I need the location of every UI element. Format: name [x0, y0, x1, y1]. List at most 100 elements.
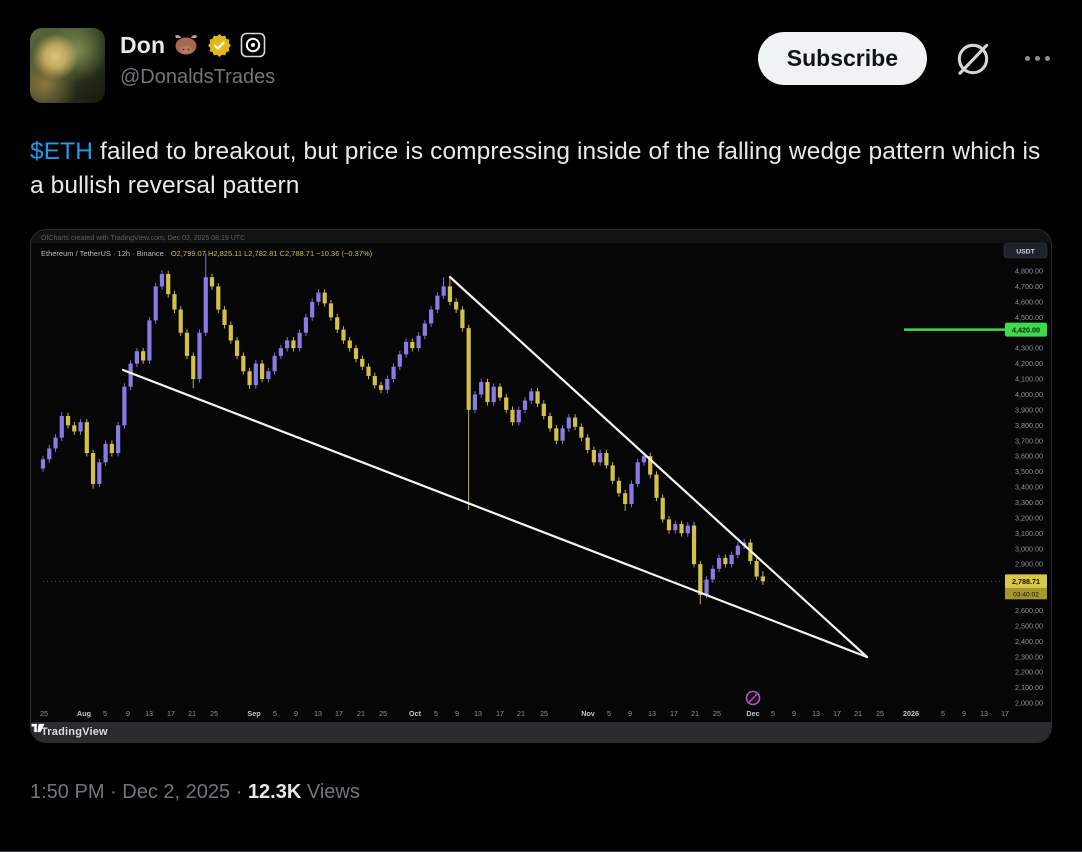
bull-emoji [173, 34, 199, 56]
author-name[interactable]: Don [120, 31, 166, 58]
views-label: Views [306, 781, 360, 803]
chart-watermark: OfCharts created with TradingView.com, D… [41, 235, 245, 242]
svg-text:4,300.00: 4,300.00 [1015, 344, 1043, 353]
svg-text:4,200.00: 4,200.00 [1015, 359, 1043, 368]
svg-text:9: 9 [126, 709, 130, 718]
svg-text:4,800.00: 4,800.00 [1015, 267, 1043, 276]
svg-text:3,000.00: 3,000.00 [1015, 544, 1043, 553]
svg-text:2,400.00: 2,400.00 [1015, 637, 1043, 646]
svg-text:21: 21 [691, 709, 699, 718]
cashtag-link[interactable]: $ETH [30, 138, 94, 165]
tradingview-label: TradingView [41, 726, 108, 738]
svg-text:5: 5 [434, 709, 438, 718]
avatar[interactable] [30, 28, 105, 103]
author-name-row: Don [120, 28, 758, 62]
svg-text:2,500.00: 2,500.00 [1015, 621, 1043, 630]
tweet-body: failed to breakout, but price is compres… [30, 138, 1041, 199]
svg-text:2,000.00: 2,000.00 [1015, 699, 1043, 708]
svg-text:17: 17 [167, 709, 175, 718]
svg-text:17: 17 [670, 709, 678, 718]
chart-layer: 2,000.00 2,100.00 2,200.00 2,300.00 2,400.00… [40, 242, 1048, 718]
chart-symbol-line: Ethereum / TetherUS · 12h · Binance O2,79… [41, 249, 373, 258]
svg-text:17: 17 [1001, 709, 1009, 718]
chart-topbar [31, 230, 1051, 243]
separator: · [235, 781, 243, 803]
svg-text:3,800.00: 3,800.00 [1015, 421, 1043, 430]
svg-text:25: 25 [713, 709, 721, 718]
tweet-footer: 1:50 PM · Dec 2, 2025 · 12.3K Views [0, 781, 1082, 804]
svg-text:3,300.00: 3,300.00 [1015, 498, 1043, 507]
svg-text:5: 5 [941, 709, 945, 718]
svg-text:21: 21 [517, 709, 525, 718]
svg-text:21: 21 [357, 709, 365, 718]
tradingview-logo-icon [31, 723, 45, 733]
svg-text:4,000.00: 4,000.00 [1015, 390, 1043, 399]
svg-text:17: 17 [335, 709, 343, 718]
tradingview-bar: TradingView [31, 722, 1051, 742]
svg-text:3,500.00: 3,500.00 [1015, 467, 1043, 476]
separator: · [110, 781, 117, 803]
svg-text:5: 5 [273, 709, 277, 718]
svg-text:3,400.00: 3,400.00 [1015, 483, 1043, 492]
svg-text:4,600.00: 4,600.00 [1015, 297, 1043, 306]
svg-text:13: 13 [648, 709, 656, 718]
tweet-text: $ETH failed to breakout, but price is co… [0, 135, 1082, 203]
svg-text:4,500.00: 4,500.00 [1015, 313, 1043, 322]
svg-text:3,700.00: 3,700.00 [1015, 436, 1043, 445]
svg-text:13: 13 [314, 709, 322, 718]
svg-text:4,100.00: 4,100.00 [1015, 375, 1043, 384]
svg-text:13: 13 [145, 709, 153, 718]
svg-text:2,600.00: 2,600.00 [1015, 606, 1043, 615]
svg-text:25: 25 [876, 709, 884, 718]
svg-text:Aug: Aug [77, 709, 91, 718]
chart-image[interactable]: OfCharts created with TradingView.com, D… [30, 229, 1052, 743]
svg-text:2,300.00: 2,300.00 [1015, 652, 1043, 661]
grok-icon[interactable] [953, 39, 993, 79]
svg-text:21: 21 [854, 709, 862, 718]
svg-text:13: 13 [474, 709, 482, 718]
svg-text:25: 25 [379, 709, 387, 718]
svg-text:9: 9 [455, 709, 459, 718]
svg-text:13: 13 [980, 709, 988, 718]
affiliate-square-badge [240, 32, 266, 58]
svg-text:Nov: Nov [581, 709, 595, 718]
svg-text:25: 25 [40, 709, 48, 718]
gold-verified-badge [207, 33, 232, 58]
svg-text:4,700.00: 4,700.00 [1015, 282, 1043, 291]
svg-text:9: 9 [792, 709, 796, 718]
svg-text:9: 9 [962, 709, 966, 718]
header-controls: Subscribe [757, 32, 1060, 85]
svg-text:17: 17 [496, 709, 504, 718]
svg-text:5: 5 [103, 709, 107, 718]
views-count: 12.3K [247, 781, 302, 803]
svg-text:2026: 2026 [903, 709, 919, 718]
svg-text:Sep: Sep [247, 709, 261, 718]
svg-text:5: 5 [607, 709, 611, 718]
svg-text:3,900.00: 3,900.00 [1015, 405, 1043, 414]
svg-text:2,788.71: 2,788.71 [1012, 577, 1040, 586]
date[interactable]: Dec 2, 2025 [122, 781, 231, 803]
author-handle[interactable]: @DonaldsTrades [120, 66, 276, 88]
eth-chart-svg: OfCharts created with TradingView.com, D… [31, 230, 1051, 718]
svg-text:21: 21 [188, 709, 196, 718]
more-options-icon[interactable] [1019, 50, 1056, 67]
svg-text:17: 17 [833, 709, 841, 718]
subscribe-button[interactable]: Subscribe [757, 32, 927, 85]
timestamp[interactable]: 1:50 PM [30, 781, 105, 803]
svg-text:25: 25 [210, 709, 218, 718]
author-block: Don [120, 28, 758, 89]
svg-text:3,100.00: 3,100.00 [1015, 529, 1043, 538]
svg-text:9: 9 [628, 709, 632, 718]
svg-text:2,200.00: 2,200.00 [1015, 668, 1043, 677]
svg-text:4,420.00: 4,420.00 [1012, 325, 1040, 334]
svg-text:03:40:02: 03:40:02 [1013, 591, 1039, 598]
svg-text:3,200.00: 3,200.00 [1015, 513, 1043, 522]
svg-text:Oct: Oct [409, 709, 422, 718]
svg-text:USDT: USDT [1016, 249, 1035, 256]
svg-text:25: 25 [540, 709, 548, 718]
svg-text:2,100.00: 2,100.00 [1015, 683, 1043, 692]
tweet-header: Don [0, 0, 1082, 103]
svg-text:5: 5 [771, 709, 775, 718]
svg-text:3,600.00: 3,600.00 [1015, 452, 1043, 461]
